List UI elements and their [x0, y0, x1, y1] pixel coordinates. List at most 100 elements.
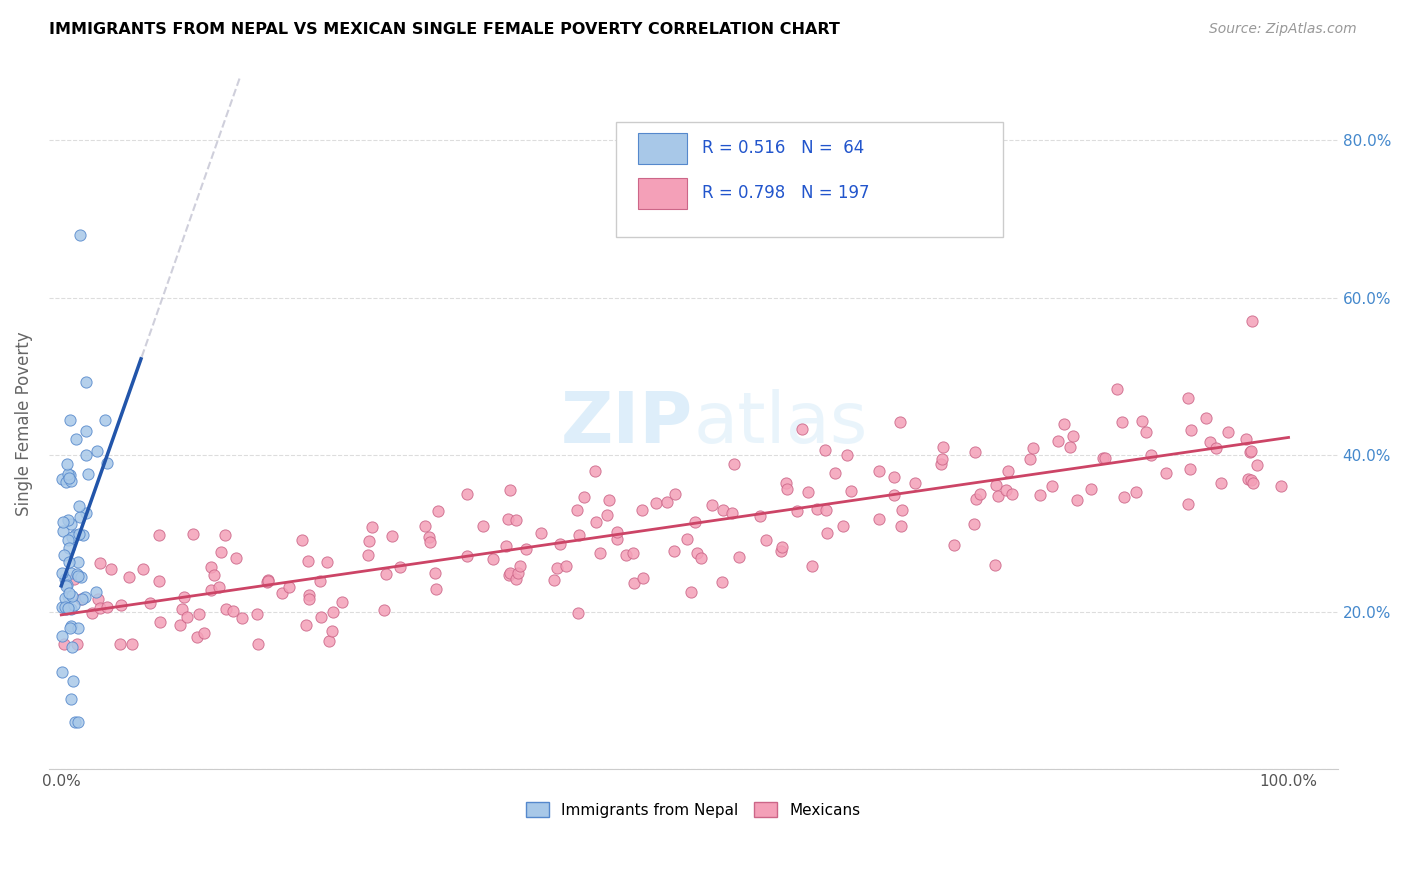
Point: [256, 574, 278, 589]
Point: [1236, 472, 1258, 486]
Point: [222, 603, 245, 617]
Point: [51, 566, 73, 580]
Point: [297, 554, 319, 568]
Point: [58, 541, 80, 555]
Point: [53, 572, 76, 586]
Point: [72, 528, 94, 542]
Point: [66, 566, 89, 581]
Point: [1001, 487, 1024, 501]
Point: [984, 478, 1007, 492]
Point: [815, 502, 838, 516]
Point: [1040, 478, 1063, 492]
Point: [471, 519, 494, 533]
Text: R = 0.798   N = 197: R = 0.798 N = 197: [703, 185, 870, 202]
Point: [58, 586, 80, 600]
Point: [815, 526, 838, 541]
Point: [322, 606, 344, 620]
Point: [1111, 415, 1133, 429]
Point: [59, 621, 82, 635]
Point: [309, 610, 332, 624]
Point: [60, 640, 83, 655]
Text: IMMIGRANTS FROM NEPAL VS MEXICAN SINGLE FEMALE POVERTY CORRELATION CHART: IMMIGRANTS FROM NEPAL VS MEXICAN SINGLE …: [49, 22, 841, 37]
Point: [53, 636, 76, 650]
Point: [246, 607, 269, 621]
Point: [631, 571, 654, 585]
Point: [66, 621, 89, 635]
Point: [172, 601, 194, 615]
Point: [67, 569, 90, 583]
Point: [75, 448, 97, 462]
Point: [118, 570, 141, 584]
Point: [110, 598, 132, 612]
Point: [686, 545, 709, 559]
Point: [51, 600, 73, 615]
Point: [1135, 425, 1157, 439]
Point: [567, 503, 589, 517]
Point: [621, 546, 644, 560]
Point: [60, 530, 83, 544]
Point: [824, 466, 846, 480]
Point: [1022, 441, 1045, 455]
Point: [270, 586, 292, 600]
Point: [664, 544, 686, 558]
Point: [56, 578, 79, 592]
Point: [60, 619, 83, 633]
Point: [176, 610, 198, 624]
FancyBboxPatch shape: [638, 178, 688, 209]
Point: [623, 576, 645, 591]
Point: [987, 489, 1010, 503]
Point: [69, 499, 91, 513]
Point: [806, 502, 828, 516]
Point: [1246, 458, 1268, 472]
Point: [66, 556, 89, 570]
Point: [247, 636, 270, 650]
Point: [209, 544, 232, 558]
Point: [53, 591, 76, 606]
Point: [505, 572, 527, 586]
Point: [839, 483, 862, 498]
Point: [904, 475, 927, 490]
Point: [59, 467, 82, 482]
Point: [89, 556, 111, 570]
Point: [727, 549, 749, 564]
Point: [702, 498, 724, 512]
Point: [100, 562, 122, 576]
Point: [62, 599, 84, 613]
Point: [291, 533, 314, 548]
Point: [1205, 441, 1227, 455]
Point: [965, 491, 987, 506]
Point: [56, 513, 79, 527]
Point: [679, 584, 702, 599]
Point: [546, 561, 568, 575]
Text: ZIP: ZIP: [561, 389, 693, 458]
Point: [1029, 488, 1052, 502]
Point: [66, 636, 89, 650]
Point: [215, 602, 238, 616]
Point: [1125, 485, 1147, 500]
Point: [456, 549, 478, 564]
Point: [749, 508, 772, 523]
Point: [132, 562, 155, 576]
Text: atlas: atlas: [693, 389, 868, 458]
FancyBboxPatch shape: [638, 133, 688, 164]
Point: [605, 533, 627, 547]
Point: [62, 572, 84, 586]
Point: [62, 674, 84, 689]
Point: [585, 515, 607, 529]
Point: [711, 503, 734, 517]
Point: [315, 555, 337, 569]
Point: [1180, 462, 1202, 476]
Point: [87, 592, 110, 607]
Point: [426, 504, 449, 518]
Point: [1080, 482, 1102, 496]
Point: [1062, 429, 1084, 443]
Point: [1177, 391, 1199, 405]
Point: [188, 607, 211, 622]
Point: [75, 591, 97, 605]
Point: [96, 599, 118, 614]
Point: [482, 552, 505, 566]
Point: [498, 568, 520, 582]
Point: [596, 508, 619, 522]
Point: [65, 432, 87, 446]
Point: [889, 415, 911, 429]
